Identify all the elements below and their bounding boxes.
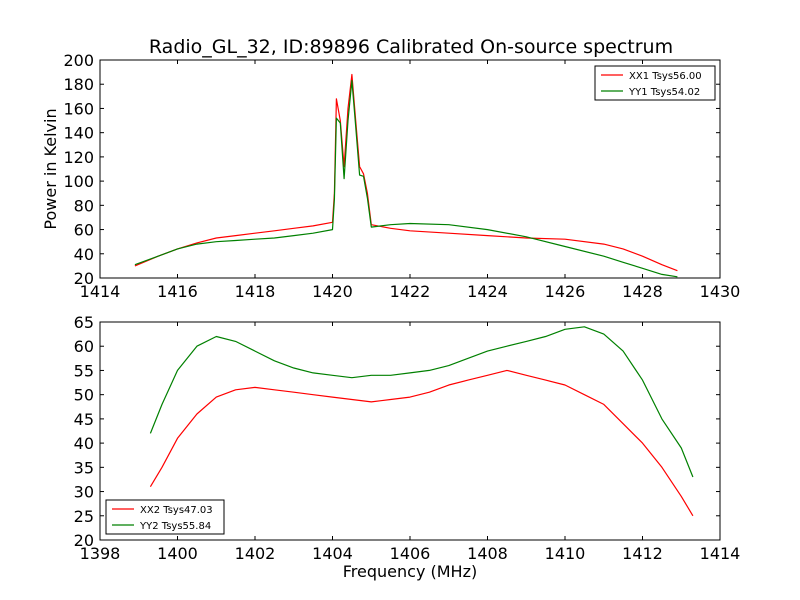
top-xtick-label: 1426 [545, 282, 586, 301]
top-xtick-label: 1420 [312, 282, 353, 301]
bottom-xtick-label: 1398 [80, 544, 121, 563]
top-ytick-label: 160 [63, 99, 94, 118]
bottom-xtick-label: 1414 [700, 544, 741, 563]
top-legend-label-2: YY1 Tsys54.02 [628, 87, 700, 98]
top-ytick-label: 20 [74, 269, 94, 288]
bottom-xtick-label: 1410 [545, 544, 586, 563]
top-legend-box [594, 65, 716, 101]
bottom-ytick-label: 60 [74, 337, 94, 356]
figure-title: Radio_GL_32, ID:89896 Calibrated On-sour… [149, 36, 673, 58]
bottom-ytick-label: 20 [74, 531, 94, 550]
bottom-legend-label-2: YY2 Tsys55.84 [139, 521, 211, 532]
bottom-xlabel: Frequency (MHz) [343, 562, 477, 581]
top-ytick-label: 140 [63, 124, 94, 143]
bottom-xtick-label: 1404 [312, 544, 353, 563]
bottom-ytick-label: 25 [74, 507, 94, 526]
bottom-series-line-1 [149, 369, 694, 517]
bottom-spectrum-panel: 1398 1400 1402 1404 1406 1408 1410 1412 1414 20 25… [74, 313, 741, 581]
bottom-xtick-label: 1408 [467, 544, 508, 563]
top-series-line-2 [134, 79, 678, 278]
bottom-ytick-label: 35 [74, 458, 94, 477]
top-ytick-label: 60 [74, 221, 94, 240]
bottom-ytick-label: 55 [74, 361, 94, 380]
bottom-ytick-label: 30 [74, 483, 94, 502]
top-xtick-label: 1422 [390, 282, 431, 301]
bottom-legend-label-1: XX2 Tsys47.03 [140, 505, 213, 516]
bottom-xtick-label: 1412 [622, 544, 663, 563]
bottom-ytick-label: 65 [74, 313, 94, 332]
bottom-ytick-label: 45 [74, 410, 94, 429]
top-spectrum-panel: 1414 1416 1418 1420 1422 1424 1426 1428 1430 20 40… [41, 51, 740, 301]
bottom-ytick-label: 50 [74, 386, 94, 405]
bottom-series-line-2 [149, 326, 694, 478]
bottom-xtick-label: 1402 [235, 544, 276, 563]
top-xtick-label: 1424 [467, 282, 508, 301]
top-ytick-label: 40 [74, 245, 94, 264]
bottom-xtick-label: 1400 [157, 544, 198, 563]
top-xtick-label: 1416 [157, 282, 198, 301]
top-xtick-label: 1428 [622, 282, 663, 301]
bottom-legend-box [105, 499, 225, 535]
top-ytick-label: 80 [74, 196, 94, 215]
bottom-ytick-label: 40 [74, 434, 94, 453]
top-series-line-1 [134, 73, 678, 272]
bottom-xtick-label: 1406 [390, 544, 431, 563]
top-ylabel: Power in Kelvin [41, 108, 60, 229]
top-xtick-label: 1430 [700, 282, 741, 301]
top-ytick-label: 100 [63, 172, 94, 191]
top-xtick-label: 1418 [235, 282, 276, 301]
top-ytick-label: 120 [63, 148, 94, 167]
top-ytick-label: 200 [63, 51, 94, 70]
top-ytick-label: 180 [63, 75, 94, 94]
top-xtick-label: 1414 [80, 282, 121, 301]
top-legend-label-1: XX1 Tsys56.00 [629, 71, 702, 82]
